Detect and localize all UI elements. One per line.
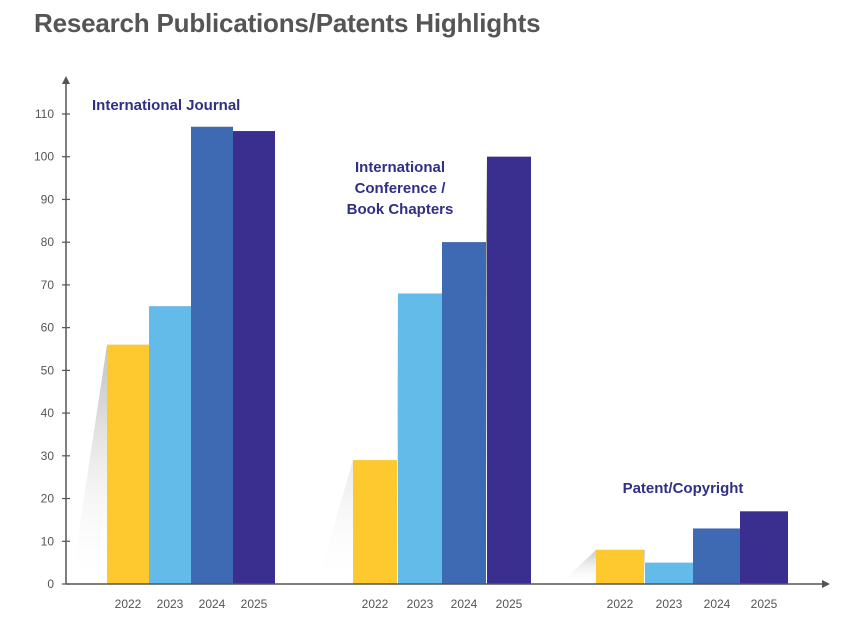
y-tick-label: 0 [47,577,54,591]
x-tick-label: 2025 [241,597,268,611]
x-tick-label: 2023 [407,597,434,611]
bar-1-2023 [149,306,191,584]
x-tick-label: 2023 [656,597,683,611]
y-axis-arrow [62,76,70,84]
y-tick-label: 40 [41,406,55,420]
group-label: International [355,159,445,176]
x-axis-arrow [822,580,830,588]
bar-3-2022 [596,549,644,584]
x-tick-label: 2024 [451,597,478,611]
y-tick-label: 20 [41,492,55,506]
bar-2-2022 [353,460,397,584]
group-label: Patent/Copyright [623,480,744,497]
x-tick-label: 2025 [751,597,778,611]
group-label: Conference / [355,180,447,197]
bar-3-2023 [645,562,693,584]
y-tick-label: 30 [41,449,55,463]
x-tick-label: 2024 [704,597,731,611]
y-tick-label: 10 [41,534,55,548]
bar-3-2025 [740,511,788,584]
y-tick-label: 60 [41,321,55,335]
y-tick-label: 70 [41,278,55,292]
y-tick-label: 100 [34,150,54,164]
bar-1-2022 [107,344,149,584]
bar-3-2024 [693,528,741,584]
bar-2-2023 [398,293,442,584]
x-tick-label: 2022 [115,597,142,611]
bar-2-2024 [442,242,486,584]
y-tick-label: 110 [35,107,54,121]
group-label: Book Chapters [347,201,454,218]
y-tick-label: 90 [41,192,55,206]
x-tick-label: 2022 [607,597,634,611]
bar-1-2025 [233,131,275,584]
y-tick-label: 50 [41,363,55,377]
x-tick-label: 2025 [496,597,523,611]
y-tick-label: 80 [41,235,55,249]
x-tick-label: 2024 [199,597,226,611]
bar-2-2025 [487,156,531,584]
chart-title: Research Publications/Patents Highlights [34,8,541,38]
x-tick-label: 2023 [157,597,184,611]
x-tick-label: 2022 [362,597,389,611]
bar-1-2024 [191,126,233,585]
group-label: International Journal [92,97,240,114]
